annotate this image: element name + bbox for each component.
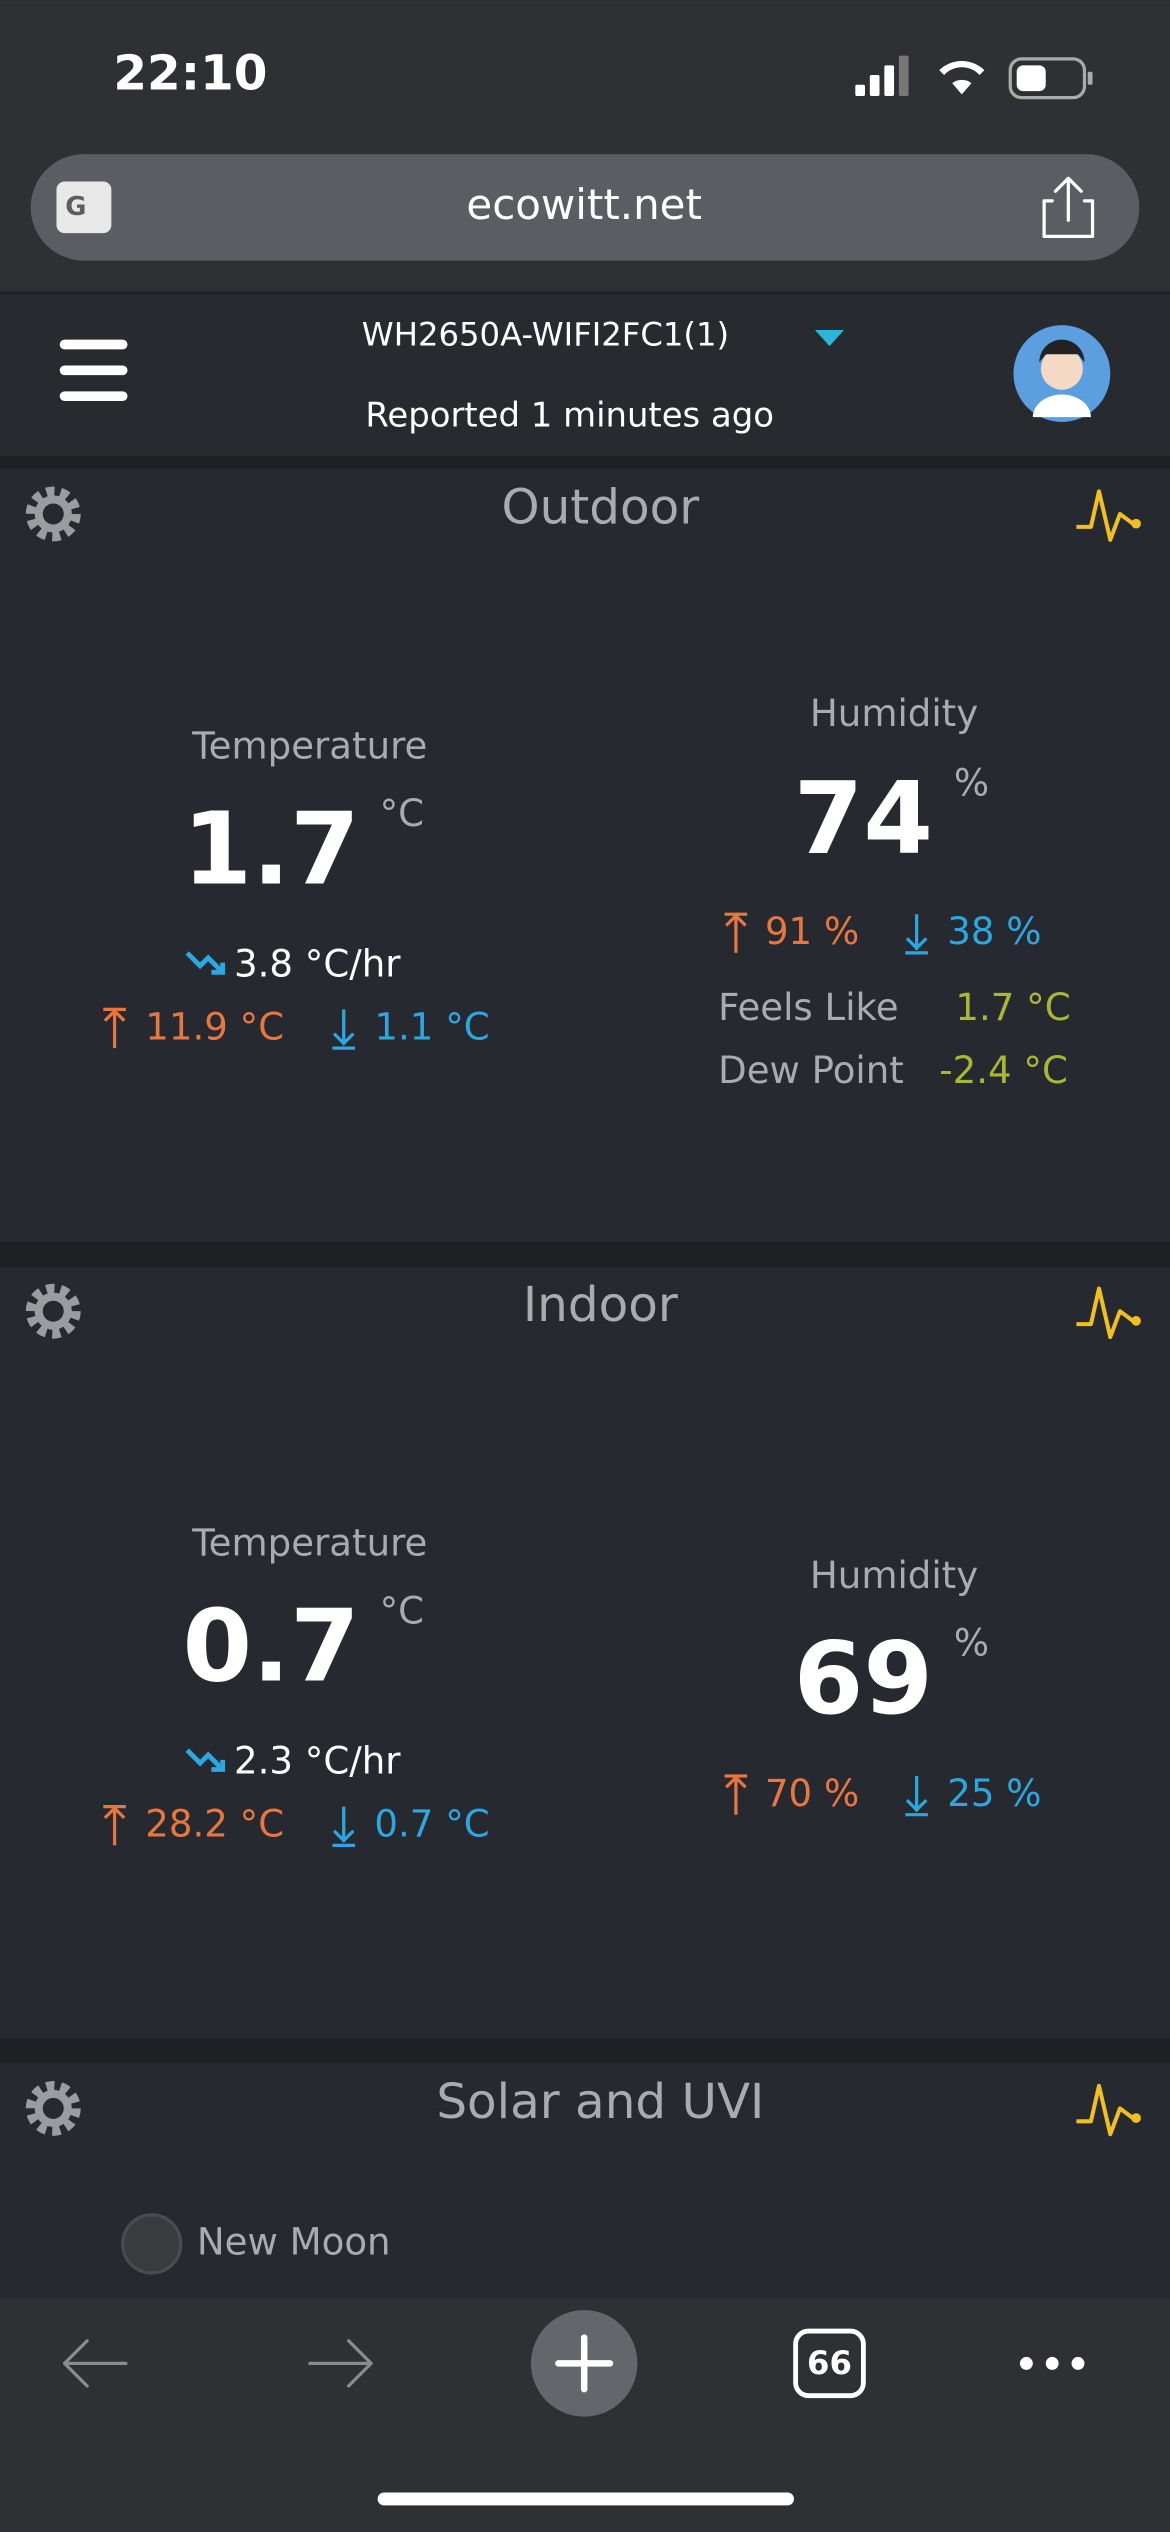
high-arrow [724,912,748,953]
low-arrow [332,1806,356,1847]
more-button[interactable] [1019,2356,1085,2370]
humidity: 74 [794,760,933,877]
chart-dot [1131,1316,1141,1326]
low-arrow [905,914,928,955]
settings-button[interactable] [25,2080,81,2136]
moon-icon [121,2213,183,2275]
unit: °C [380,1589,424,1632]
card-title: Indoor [523,1277,678,1333]
device-dropdown[interactable] [814,330,845,347]
temperature: 0.7 [183,1588,360,1705]
unit: % [954,1622,989,1665]
home-indicator [377,2492,794,2506]
trend-arrow [185,951,226,975]
card-title: Outdoor [502,480,700,536]
temperature: 1.7 [183,790,360,907]
reported-time: Reported 1 minutes ago [365,396,774,435]
dew-point: -2.4 °C [939,1049,1068,1092]
humidity-high: 70 % [765,1772,859,1815]
high-arrow [103,1007,126,1049]
app-header [0,294,1170,456]
forward-button[interactable] [308,2339,373,2388]
settings-hub [34,495,72,533]
url: ecowitt.net [466,180,702,229]
url-bar[interactable] [30,154,1140,261]
humidity-low: 25 % [947,1772,1041,1815]
chart-button[interactable] [1076,489,1135,542]
temp-low: 1.1 °C [374,1005,489,1048]
chart-dot [1131,2113,1141,2123]
humidity: 69 [794,1620,933,1737]
trend-arrow [185,1748,226,1772]
outdoor-card [0,468,1170,1242]
settings-button[interactable] [25,486,81,542]
card-title: Solar and UVI [436,2074,764,2130]
tab-count: 66 [807,2344,852,2382]
temp-low: 0.7 °C [374,1802,489,1845]
humidity-high: 91 % [765,910,859,953]
clock: 22:10 [113,46,267,102]
indoor-card [0,1267,1170,2040]
chart-button[interactable] [1076,2083,1135,2137]
back-button[interactable] [62,2339,128,2388]
menu-button[interactable] [59,339,128,402]
high-arrow [103,1805,126,1846]
tabs-button[interactable] [793,2328,866,2399]
svg-text:G: G [65,192,86,222]
label: Feels Like [718,986,898,1029]
chart-dot [1131,518,1141,529]
high-arrow [724,1774,748,1815]
status-icons [855,55,1093,100]
share-button[interactable] [1042,176,1095,239]
chart-button[interactable] [1076,1286,1135,1340]
rate: 3.8 °C/hr [234,942,401,985]
humidity-low: 38 % [947,910,1041,953]
settings-hub [34,2089,72,2127]
label: Temperature [191,724,427,767]
rate: 2.3 °C/hr [234,1740,401,1783]
avatar[interactable] [1013,325,1111,422]
label: Humidity [810,692,978,735]
moon-phase: New Moon [197,2220,391,2263]
low-arrow [905,1775,928,1817]
unit: % [954,762,989,805]
new-tab-button[interactable] [530,2310,638,2417]
unit: °C [380,792,424,835]
device-name[interactable]: WH2650A-WIFI2FC1(1) [362,315,729,353]
temp-high: 11.9 °C [145,1005,284,1048]
solar-card [0,2063,1170,2298]
feels-like: 1.7 °C [955,986,1070,1029]
translate-icon[interactable]: G [56,181,112,234]
low-arrow [332,1009,356,1050]
label: Temperature [191,1522,427,1565]
label: Humidity [810,1554,978,1597]
label: Dew Point [718,1049,904,1092]
temp-high: 28.2 °C [145,1802,284,1845]
settings-hub [34,1292,72,1330]
